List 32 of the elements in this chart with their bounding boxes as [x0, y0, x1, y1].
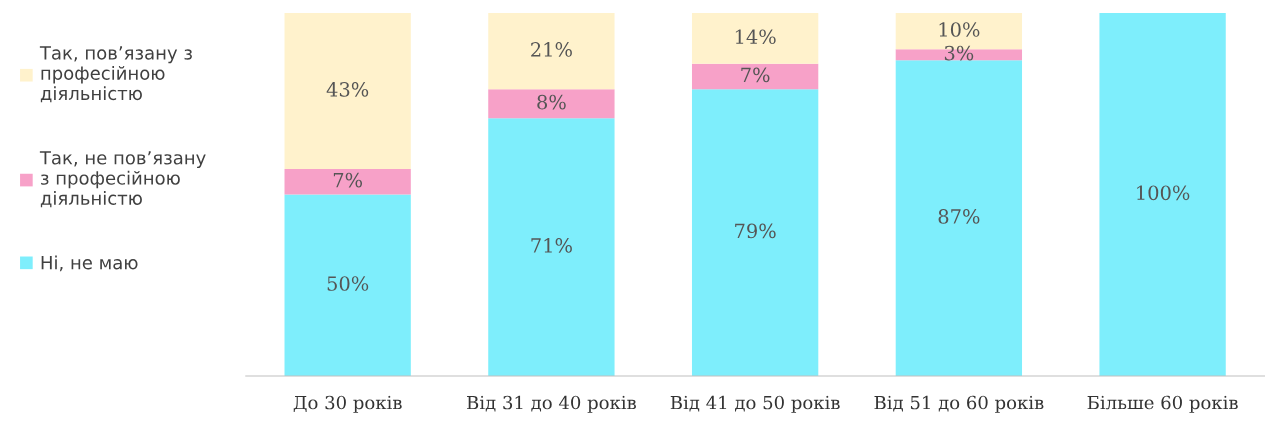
- data-label: 8%: [537, 94, 566, 110]
- data-label: 21%: [531, 42, 572, 57]
- data-label: 7%: [741, 67, 770, 83]
- bar: [284, 169, 411, 195]
- bar: [691, 63, 819, 90]
- data-label: 50%: [327, 276, 369, 291]
- bar: [488, 89, 615, 119]
- data-label: 10%: [939, 22, 980, 37]
- data-label: 71%: [531, 238, 572, 253]
- legend-label: Так, не пов’язану з професійною діяльністю: [39, 151, 206, 208]
- bar: [284, 13, 411, 170]
- data-label: 100%: [1137, 185, 1190, 201]
- legend-label: Ні, не маю: [41, 255, 138, 272]
- legend-label: Так, пов’язану з професійною діяльністю: [39, 46, 192, 103]
- bar: [284, 194, 411, 376]
- bar: [488, 118, 615, 376]
- x-tick-label: Більше 60 років: [1087, 395, 1238, 413]
- data-label: 3%: [944, 45, 974, 61]
- data-label: 14%: [735, 29, 776, 45]
- x-tick-label: Від 41 до 50 років: [670, 395, 840, 413]
- bar: [691, 89, 819, 376]
- x-tick-label: До 30 років: [293, 395, 402, 413]
- data-label: 79%: [735, 223, 776, 239]
- x-tick-label: Від 31 до 40 років: [467, 395, 636, 413]
- data-label: 7%: [333, 172, 363, 188]
- bar: [1099, 13, 1226, 376]
- bar: [691, 13, 819, 64]
- data-label: 43%: [326, 82, 369, 97]
- data-label: 87%: [938, 209, 980, 224]
- bar: [488, 13, 615, 90]
- x-tick-label: Від 51 до 60 років: [874, 395, 1044, 413]
- bar: [895, 60, 1023, 376]
